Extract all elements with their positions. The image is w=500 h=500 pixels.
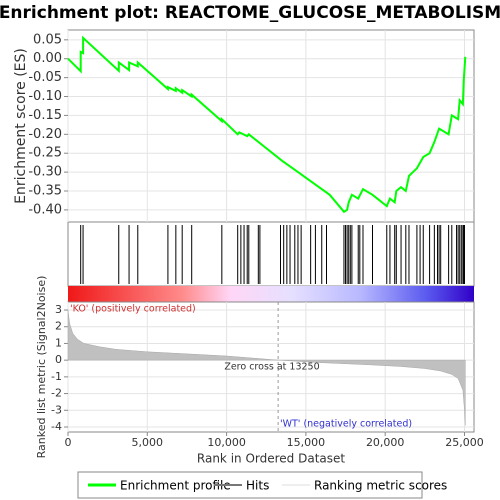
y-axis-label: Enrichment score (ES) <box>13 48 29 204</box>
legend-label: Enrichment profile <box>120 479 231 493</box>
x-tick-label: 5,000 <box>132 436 164 449</box>
y-tick-label: -0.35 <box>28 184 62 199</box>
x-axis-label: Rank in Ordered Dataset <box>197 452 345 466</box>
legend <box>77 471 423 499</box>
y-tick-label: 0.00 <box>33 51 62 66</box>
x-tick-label: 15,000 <box>287 436 326 449</box>
es-line <box>67 35 467 214</box>
y-tick-label: 0 <box>55 353 62 366</box>
legend-label: Ranking metric scores <box>314 479 447 493</box>
annotation: 'WT' (negatively correlated) <box>280 419 412 430</box>
y-tick-label: -1 <box>51 370 62 383</box>
metric-area <box>67 309 466 426</box>
y-tick-label: -0.40 <box>28 202 62 217</box>
y-tick-label: 2 <box>55 320 62 333</box>
chart-title: Enrichment plot: REACTOME_GLUCOSE_METABO… <box>0 3 500 23</box>
legend-label: Hits <box>246 479 269 493</box>
annotation: Zero cross at 13250 <box>224 362 319 373</box>
x-tick-label: 25,000 <box>445 436 484 449</box>
y-tick-label: -3 <box>51 403 62 416</box>
y-tick-label: 3 <box>55 303 62 316</box>
y-tick-label: -0.10 <box>28 89 62 104</box>
x-tick-label: 0 <box>65 436 72 449</box>
y-tick-label: -2 <box>51 387 62 400</box>
y-axis-label: Ranked list metric (Signal2Noise) <box>35 276 48 459</box>
y-tick-label: 1 <box>55 336 62 349</box>
x-tick-label: 20,000 <box>366 436 405 449</box>
y-tick-label: -0.20 <box>28 127 62 142</box>
y-tick-label: -4 <box>51 420 62 433</box>
ranking-color-bar <box>68 286 474 302</box>
y-tick-label: -0.05 <box>28 70 62 85</box>
y-tick-label: 0.05 <box>33 32 62 47</box>
y-tick-label: -0.30 <box>28 165 62 180</box>
y-tick-label: -0.25 <box>28 146 62 161</box>
y-tick-label: -0.15 <box>28 108 62 123</box>
annotation: 'KO' (positively correlated) <box>70 304 196 315</box>
x-tick-label: 10,000 <box>207 436 246 449</box>
